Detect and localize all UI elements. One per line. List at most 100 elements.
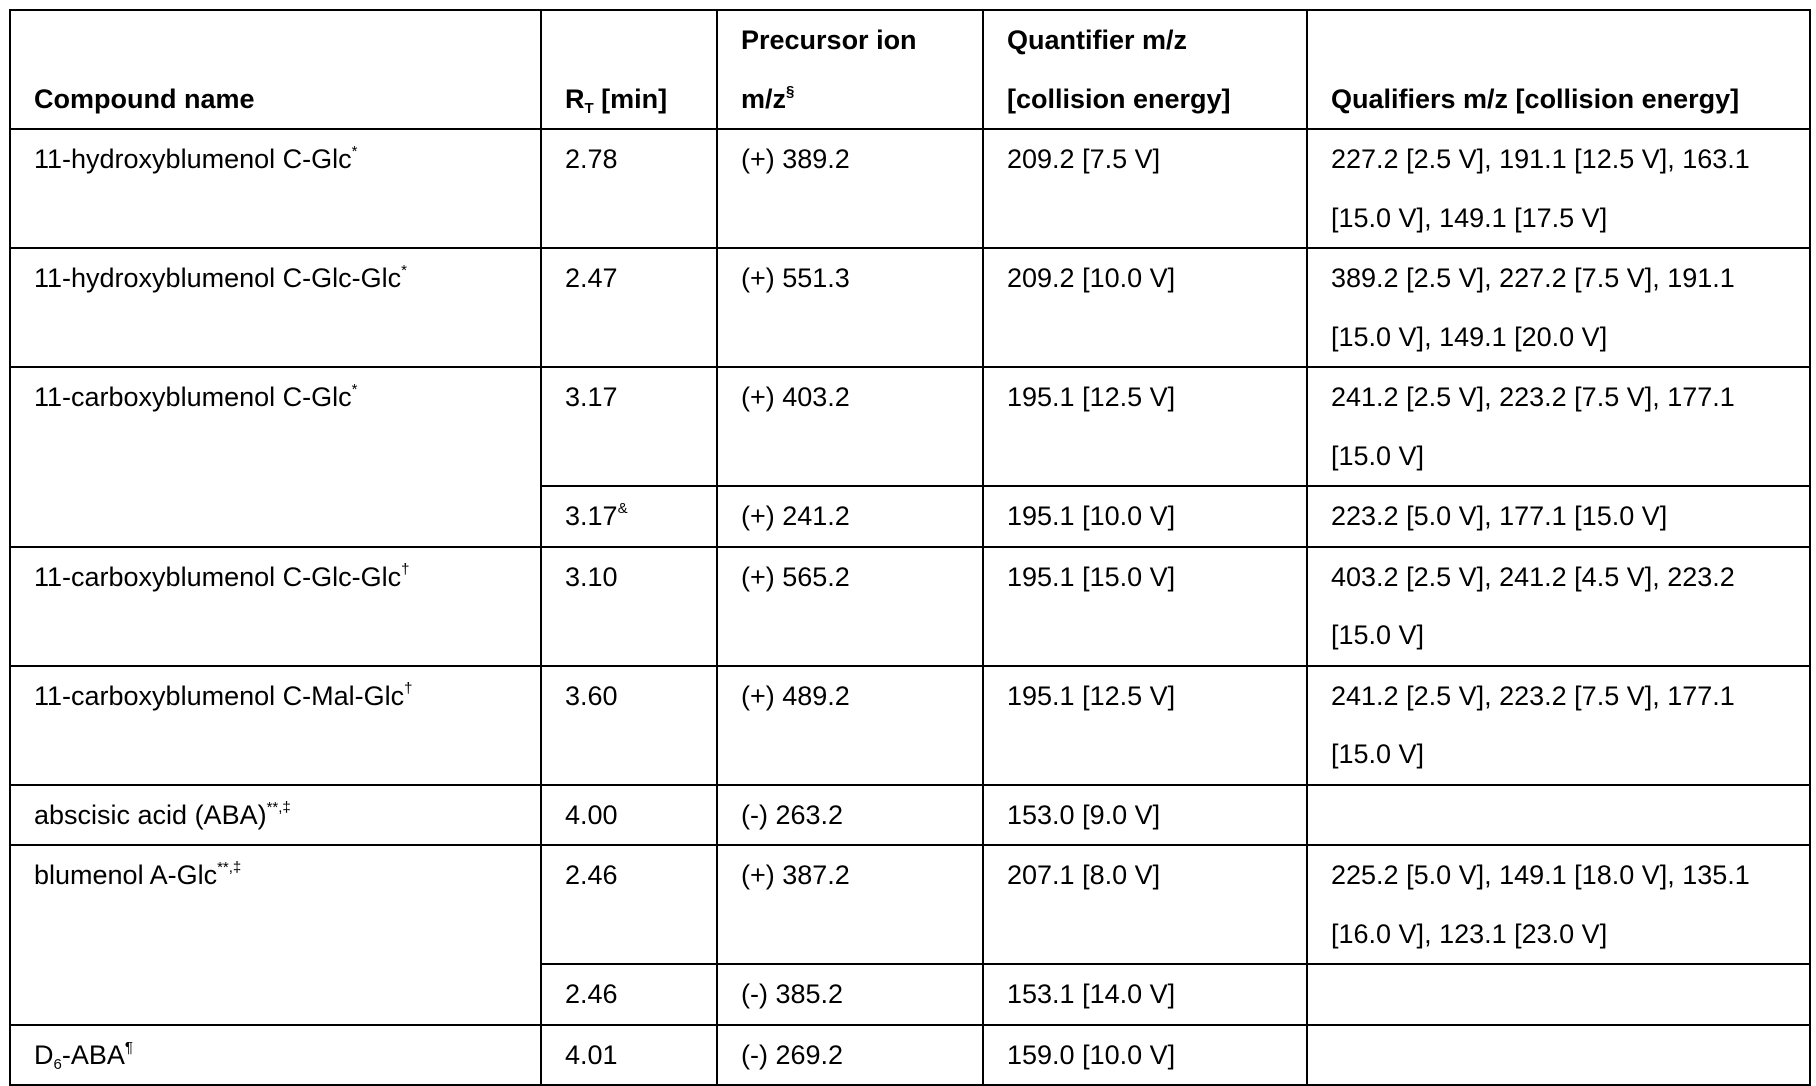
rt-cell: 2.78	[540, 128, 718, 249]
text: 11-hydroxyblumenol C-Glc	[34, 144, 352, 174]
table-row: 2.46 (-) 385.2 153.1 [14.0 V]	[10, 963, 1811, 1026]
data-table: Compound name RT [min] Precursor ion m/z§ Q…	[9, 9, 1811, 1086]
compound-cell: 11-carboxyblumenol C-Glc-Glc†	[9, 545, 542, 667]
qualifiers-cell	[1306, 1023, 1811, 1086]
text: abscisic acid (ABA)	[34, 799, 267, 830]
text: 389.2 [2.5 V], 227.2 [7.5 V], 191.1 [15.…	[1331, 263, 1735, 352]
text: 227.2 [2.5 V], 191.1 [12.5 V], 163.1 [15…	[1331, 144, 1750, 233]
table-row: 11-hydroxyblumenol C-Glc* 2.78 (+) 389.2 20…	[9, 128, 1811, 249]
text: (+) 387.2	[741, 860, 850, 890]
text: 223.2 [5.0 V], 177.1 [15.0 V]	[1331, 501, 1668, 531]
precursor-cell: (-) 269.2	[716, 1023, 984, 1086]
compound-cell: 11-hydroxyblumenol C-Glc-Glc*	[9, 247, 542, 368]
quantifier-cell: 207.1 [8.0 V]	[982, 844, 1308, 965]
rt-cell: 3.10	[540, 545, 718, 667]
qualifiers-cell: 241.2 [2.5 V], 223.2 [7.5 V], 177.1 [15.…	[1306, 664, 1811, 786]
compound-cell: 11-carboxyblumenol C-Mal-Glc†	[9, 664, 542, 786]
table-body: 11-hydroxyblumenol C-Glc* 2.78 (+) 389.2 20…	[9, 128, 1811, 1086]
text: 195.1 [12.5 V]	[1007, 680, 1176, 711]
superscript: *	[351, 143, 358, 160]
text: 2.46	[565, 979, 618, 1009]
compound-cell: blumenol A-Glc**,‡	[9, 844, 542, 1026]
precursor-cell: (-) 385.2	[716, 963, 984, 1026]
text: Compound name	[34, 83, 255, 114]
precursor-cell: (+) 551.3	[716, 247, 984, 368]
rt-cell: 2.47	[540, 247, 718, 368]
text: 11-carboxyblumenol C-Mal-Glc	[34, 680, 405, 711]
precursor-cell: (+) 403.2	[716, 366, 984, 487]
text: (+) 403.2	[741, 382, 850, 412]
table-row: 11-carboxyblumenol C-Glc-Glc† 3.10 (+) 565…	[9, 545, 1811, 667]
rt-cell: 3.17	[540, 366, 718, 487]
text: 11-hydroxyblumenol C-Glc-Glc	[34, 263, 402, 293]
rt-cell: 4.00	[540, 783, 718, 846]
quantifier-cell: 159.0 [10.0 V]	[982, 1023, 1308, 1086]
superscript: §	[786, 82, 795, 100]
text: (+) 389.2	[741, 144, 850, 174]
quantifier-cell: 195.1 [12.5 V]	[982, 366, 1308, 487]
text: (-) 385.2	[741, 979, 844, 1009]
text: 209.2 [7.5 V]	[1007, 144, 1161, 174]
superscript: *	[351, 381, 358, 398]
quantifier-cell: 195.1 [15.0 V]	[982, 545, 1308, 667]
text: 3.17	[565, 382, 618, 412]
text: blumenol A-Glc	[34, 860, 218, 890]
header-cell: Quantifier m/z [collision energy]	[982, 9, 1308, 130]
table-row: 11-carboxyblumenol C-Glc* 3.17 (+) 403.2 19…	[9, 366, 1811, 548]
text: Precursor ion m/z	[741, 25, 917, 114]
text: 2.46	[565, 860, 618, 890]
text: 153.0 [9.0 V]	[1007, 799, 1161, 830]
rt-cell: 2.46	[540, 963, 718, 1026]
qualifiers-cell: 227.2 [2.5 V], 191.1 [12.5 V], 163.1 [15…	[1306, 128, 1811, 249]
table-row: abscisic acid (ABA)**,‡ 4.00 (-) 263.2 153.…	[9, 783, 1811, 846]
qualifiers-cell: 389.2 [2.5 V], 227.2 [7.5 V], 191.1 [15.…	[1306, 247, 1811, 368]
subscript: T	[584, 99, 594, 117]
text: 207.1 [8.0 V]	[1007, 860, 1161, 890]
text: (+) 241.2	[741, 501, 850, 531]
compound-cell: abscisic acid (ABA)**,‡	[9, 783, 542, 846]
table-row: blumenol A-Glc**,‡ 2.46 (+) 387.2 207.1 [8.…	[9, 844, 1811, 1026]
table-row: 11-carboxyblumenol C-Mal-Glc† 3.60 (+) 489…	[9, 664, 1811, 786]
text: 153.1 [14.0 V]	[1007, 979, 1176, 1009]
header-cell: Qualifiers m/z [collision energy]	[1306, 9, 1811, 130]
text: 241.2 [2.5 V], 223.2 [7.5 V], 177.1 [15.…	[1331, 382, 1735, 471]
text: 195.1 [12.5 V]	[1007, 382, 1176, 412]
quantifier-cell: 209.2 [7.5 V]	[982, 128, 1308, 249]
qualifiers-cell	[1306, 963, 1811, 1026]
rt-cell: 3.60	[540, 664, 718, 786]
header-cell: Compound name	[9, 9, 542, 130]
compound-cell: 11-carboxyblumenol C-Glc*	[9, 366, 542, 548]
text: 195.1 [15.0 V]	[1007, 561, 1176, 592]
precursor-cell: (+) 389.2	[716, 128, 984, 249]
text: 3.60	[565, 680, 618, 711]
text: 403.2 [2.5 V], 241.2 [4.5 V], 223.2 [15.…	[1331, 561, 1735, 651]
quantifier-cell: 195.1 [10.0 V]	[982, 485, 1308, 548]
text: 11-carboxyblumenol C-Glc-Glc	[34, 561, 402, 592]
superscript: *	[401, 262, 407, 279]
compound-cell: D6-ABA¶	[9, 1023, 542, 1086]
text: 209.2 [10.0 V]	[1007, 263, 1176, 293]
precursor-cell: (-) 263.2	[716, 783, 984, 846]
text: R	[565, 83, 585, 114]
precursor-cell: (+) 241.2	[716, 485, 984, 548]
text: 225.2 [5.0 V], 149.1 [18.0 V], 135.1 [16…	[1331, 860, 1750, 949]
table-row: 3.17& (+) 241.2 195.1 [10.0 V] 223.2 [5.0 V…	[10, 485, 1811, 548]
header-cell: RT [min]	[540, 9, 718, 130]
superscript: &	[617, 500, 628, 517]
text: 11-carboxyblumenol C-Glc	[34, 382, 352, 412]
text: 3.17	[565, 501, 618, 531]
text: 4.00	[565, 799, 618, 830]
quantifier-cell: 153.1 [14.0 V]	[982, 963, 1308, 1026]
text: [min]	[593, 83, 668, 114]
qualifiers-cell: 225.2 [5.0 V], 149.1 [18.0 V], 135.1 [16…	[1306, 844, 1811, 965]
text: (+) 565.2	[741, 561, 850, 592]
precursor-cell: (+) 489.2	[716, 664, 984, 786]
rt-cell: 2.46	[540, 844, 718, 965]
rt-cell: 3.17&	[540, 485, 718, 548]
text: (-) 263.2	[741, 799, 844, 830]
table-row: 11-hydroxyblumenol C-Glc-Glc* 2.47 (+) 551…	[9, 247, 1811, 368]
table-row: D6-ABA¶ 4.01 (-) 269.2 159.0 [10.0 V]	[9, 1023, 1811, 1086]
quantifier-cell: 195.1 [12.5 V]	[982, 664, 1308, 786]
text: 241.2 [2.5 V], 223.2 [7.5 V], 177.1 [15.…	[1331, 680, 1735, 770]
